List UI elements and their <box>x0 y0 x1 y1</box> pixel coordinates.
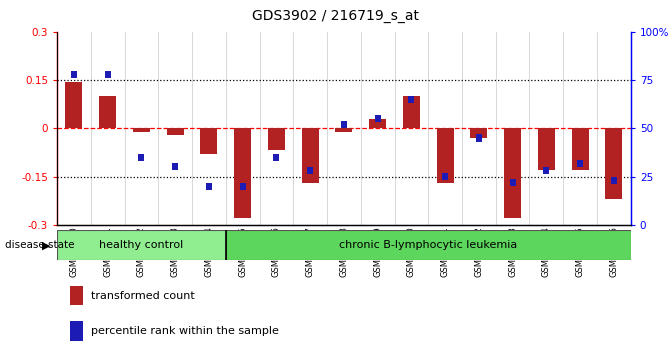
Text: chronic B-lymphocytic leukemia: chronic B-lymphocytic leukemia <box>339 240 517 250</box>
Bar <box>206 183 212 190</box>
Bar <box>268 128 285 150</box>
Text: transformed count: transformed count <box>91 291 195 301</box>
FancyBboxPatch shape <box>57 230 225 260</box>
Text: ▶: ▶ <box>42 240 50 250</box>
Bar <box>538 128 555 170</box>
Bar <box>138 154 144 161</box>
Bar <box>66 82 83 128</box>
Bar <box>302 128 319 183</box>
Bar <box>71 71 77 78</box>
Bar <box>307 167 313 174</box>
Bar <box>234 128 251 218</box>
Bar <box>509 179 515 186</box>
Bar <box>105 71 111 78</box>
Text: percentile rank within the sample: percentile rank within the sample <box>91 326 278 336</box>
Text: GDS3902 / 216719_s_at: GDS3902 / 216719_s_at <box>252 9 419 23</box>
Bar <box>504 128 521 218</box>
Bar <box>273 154 279 161</box>
Bar <box>403 96 420 128</box>
Bar <box>544 167 550 174</box>
Bar <box>605 128 622 199</box>
Bar <box>133 128 150 132</box>
Bar <box>99 96 116 128</box>
Bar <box>611 177 617 184</box>
Bar <box>409 96 415 103</box>
Bar <box>476 135 482 142</box>
Bar <box>374 115 380 122</box>
Bar <box>341 121 347 128</box>
Bar <box>572 128 588 170</box>
Bar <box>336 128 352 132</box>
Bar <box>442 173 448 180</box>
Bar <box>470 128 487 138</box>
Bar <box>437 128 454 183</box>
Bar <box>369 119 386 128</box>
FancyBboxPatch shape <box>225 230 631 260</box>
Text: healthy control: healthy control <box>99 240 184 250</box>
Bar <box>201 128 217 154</box>
Bar <box>166 128 184 135</box>
Bar <box>172 164 178 170</box>
Bar <box>240 183 246 190</box>
Bar <box>577 160 583 167</box>
Text: disease state: disease state <box>5 240 75 250</box>
